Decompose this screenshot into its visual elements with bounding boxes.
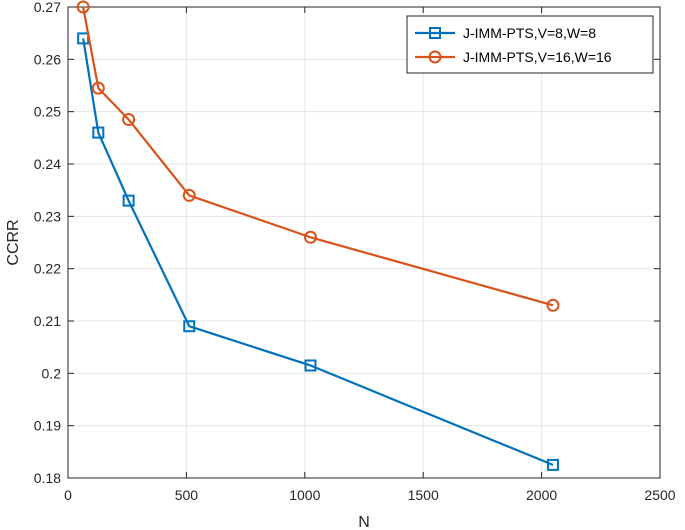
data-point (76, 0, 90, 14)
axes: 0 500 1000 1500 2000 2500 0.18 0.19 0.2 0.21 0.22 0… (34, 0, 676, 503)
data-point (122, 194, 135, 207)
x-tick-label: 2500 (644, 487, 675, 503)
data-point (92, 126, 105, 139)
legend-label: J-IMM-PTS,V=16,W=16 (463, 49, 612, 65)
series-area (76, 0, 560, 471)
series-2 (76, 0, 560, 312)
legend-entry: J-IMM-PTS,V=8,W=8 (415, 25, 596, 41)
series-1 (77, 32, 559, 471)
y-tick-label: 0.25 (34, 104, 61, 120)
series-line (82, 6, 554, 307)
y-tick-label: 0.22 (34, 261, 61, 277)
y-tick-label: 0.23 (34, 208, 61, 224)
y-tick-label: 0.2 (42, 365, 62, 381)
y-tick-label: 0.26 (34, 51, 61, 67)
x-tick-label: 2000 (526, 487, 557, 503)
data-point (122, 113, 136, 127)
x-tick-label: 1000 (289, 487, 320, 503)
y-tick-label: 0.18 (34, 470, 61, 486)
x-tick-label: 1500 (408, 487, 439, 503)
series-line (82, 38, 554, 466)
data-point (182, 188, 196, 202)
legend-swatch-marker (428, 50, 442, 64)
y-tick-label: 0.27 (34, 0, 61, 15)
y-axis-label: CCRR (5, 219, 22, 265)
x-tick-label: 0 (64, 487, 72, 503)
x-axis-label: N (358, 514, 370, 530)
y-tick-label: 0.21 (34, 313, 61, 329)
data-point (546, 458, 559, 471)
data-point (183, 320, 196, 333)
y-tick-label: 0.19 (34, 418, 61, 434)
legend: J-IMM-PTS,V=8,W=8 J-IMM-PTS,V=16,W=16 (406, 15, 654, 74)
legend-box (406, 15, 654, 74)
legend-label: J-IMM-PTS,V=8,W=8 (463, 25, 596, 41)
data-point (91, 81, 105, 95)
data-point (546, 298, 560, 312)
plot-frame (67, 6, 661, 479)
data-point (303, 230, 317, 244)
legend-entry: J-IMM-PTS,V=16,W=16 (415, 49, 612, 65)
y-tick-label: 0.24 (34, 156, 61, 172)
x-tick-label: 500 (175, 487, 199, 503)
data-point (304, 359, 317, 372)
legend-swatch-marker (429, 27, 441, 39)
